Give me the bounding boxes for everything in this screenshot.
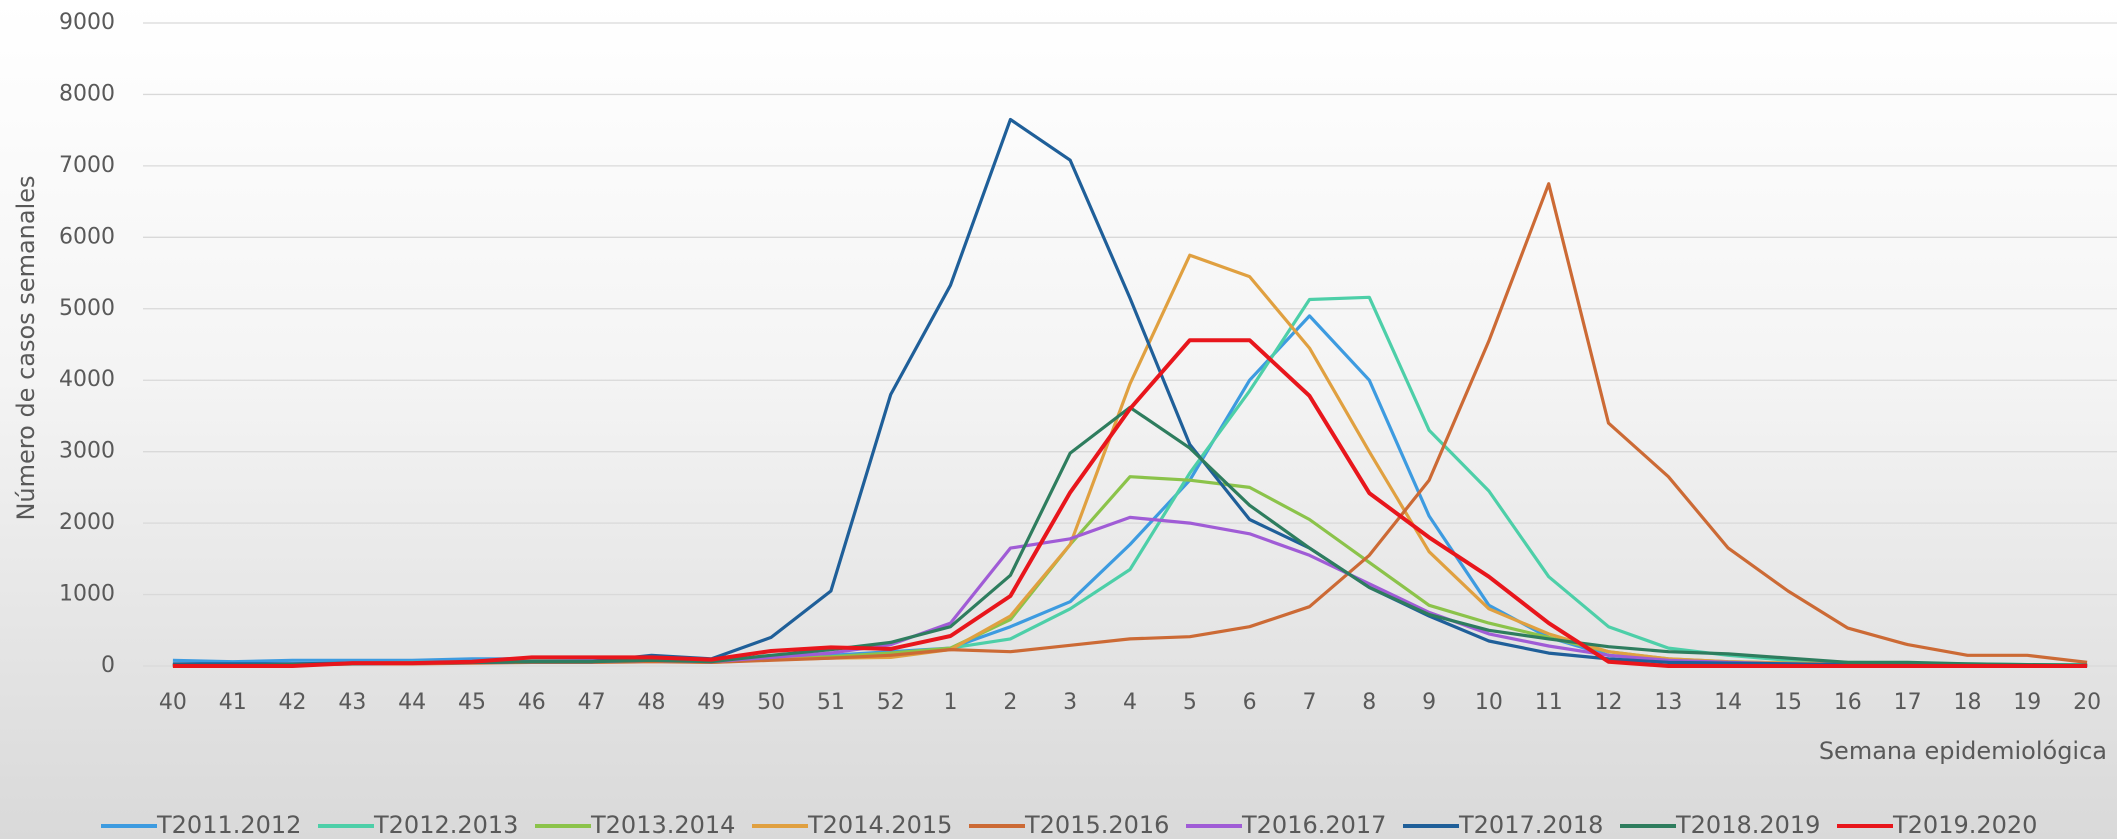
- data-line: [172, 117, 2088, 667]
- y-tick-label: 0: [101, 653, 115, 678]
- y-tick-label: 7000: [59, 153, 115, 178]
- x-tick-label: 3: [1063, 690, 1077, 715]
- x-tick-label: 47: [578, 690, 606, 715]
- x-tick-label: 16: [1834, 690, 1862, 715]
- y-tick-label: 3000: [59, 439, 115, 464]
- y-tick-label: 2000: [59, 510, 115, 535]
- data-line: [172, 515, 2088, 667]
- x-tick-label: 49: [697, 690, 725, 715]
- data-line: [172, 338, 2088, 668]
- x-tick-label: 42: [279, 690, 307, 715]
- x-tick-label: 46: [518, 690, 546, 715]
- x-tick-label: 9: [1422, 690, 1436, 715]
- y-tick-label: 9000: [59, 10, 115, 35]
- x-tick-label: 51: [817, 690, 845, 715]
- x-tick-label: 6: [1243, 690, 1257, 715]
- y-tick-label: 8000: [59, 81, 115, 106]
- x-tick-label: 8: [1362, 690, 1376, 715]
- x-tick-label: 4: [1123, 690, 1137, 715]
- x-tick-label: 1: [944, 690, 958, 715]
- x-tick-label: 14: [1714, 690, 1742, 715]
- x-tick-label: 13: [1654, 690, 1682, 715]
- x-tick-label: 2: [1003, 690, 1017, 715]
- x-tick-label: 44: [398, 690, 426, 715]
- x-tick-label: 41: [219, 690, 247, 715]
- x-tick-label: 43: [338, 690, 366, 715]
- x-tick-label: 40: [159, 690, 187, 715]
- x-tick-label: 17: [1894, 690, 1922, 715]
- x-tick-label: 18: [1953, 690, 1981, 715]
- legend-label: T2016.2017: [1241, 811, 1386, 839]
- legend-label: T2018.2019: [1675, 811, 1820, 839]
- x-tick-label: 12: [1595, 690, 1623, 715]
- x-tick-label: 19: [2013, 690, 2041, 715]
- x-tick-label: 15: [1774, 690, 1802, 715]
- data-line: [172, 314, 2088, 667]
- data-line: [172, 182, 2088, 667]
- x-tick-label: 48: [637, 690, 665, 715]
- legend-label: T2019.2020: [1892, 811, 2037, 839]
- legend-label: T2015.2016: [1024, 811, 1169, 839]
- x-axis-label: Semana epidemiológica: [1819, 737, 2107, 765]
- x-tick-label: 11: [1535, 690, 1563, 715]
- x-tick-label: 50: [757, 690, 785, 715]
- y-axis-label: Número de casos semanales: [12, 175, 40, 520]
- x-tick-label: 45: [458, 690, 486, 715]
- data-line: [172, 405, 2088, 667]
- x-tick-label: 20: [2073, 690, 2101, 715]
- legend-label: T2011.2012: [156, 811, 301, 839]
- legend-label: T2014.2015: [807, 811, 952, 839]
- y-tick-label: 4000: [59, 367, 115, 392]
- data-line: [172, 253, 2088, 667]
- y-tick-label: 6000: [59, 224, 115, 249]
- legend-label: T2012.2013: [373, 811, 518, 839]
- y-tick-label: 1000: [59, 582, 115, 607]
- x-tick-label: 5: [1183, 690, 1197, 715]
- y-tick-label: 5000: [59, 296, 115, 321]
- legend-label: T2013.2014: [590, 811, 735, 839]
- x-tick-label: 7: [1302, 690, 1316, 715]
- legend-label: T2017.2018: [1458, 811, 1603, 839]
- x-tick-label: 10: [1475, 690, 1503, 715]
- x-tick-label: 52: [877, 690, 905, 715]
- data-line: [172, 295, 2088, 667]
